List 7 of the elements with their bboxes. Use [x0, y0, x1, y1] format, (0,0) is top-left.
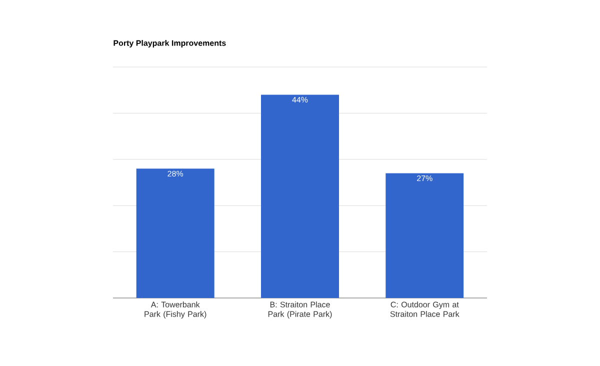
data-label: 44%: [292, 96, 308, 103]
x-tick-label: A: Towerbank Park (Fishy Park): [144, 302, 206, 318]
x-tick-label: B: Straiton Place Park (Pirate Park): [268, 302, 332, 318]
data-label: 27%: [417, 175, 432, 182]
chart-title: Porty Playpark Improvements: [114, 40, 226, 48]
data-label: 28%: [168, 170, 184, 176]
x-tick-label: C: Outdoor Gym at Straiton Place Park: [390, 302, 460, 317]
